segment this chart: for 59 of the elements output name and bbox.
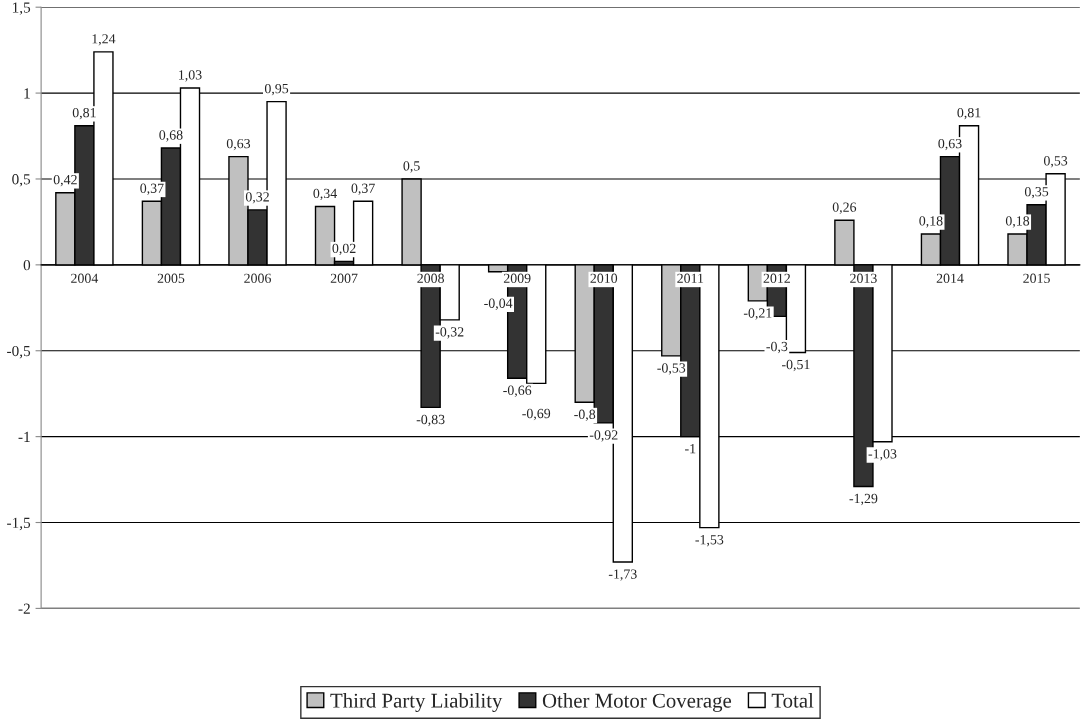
data-label: -0,8 [574, 409, 596, 421]
x-tick-label: 2009 [503, 273, 531, 283]
y-tick-label: 1 [24, 88, 30, 99]
x-tick-label: 2010 [590, 273, 618, 283]
y-tick-label: -1 [18, 431, 30, 442]
data-label: -0,69 [522, 408, 551, 421]
data-label: -0,92 [589, 430, 618, 442]
data-label: 0,35 [1024, 186, 1049, 199]
data-label: 0,63 [226, 138, 251, 151]
x-tick-label: 2008 [417, 273, 444, 283]
data-label: -1,03 [868, 449, 897, 461]
x-tick-label: 2012 [763, 273, 790, 283]
x-tick-label: 2006 [244, 273, 271, 283]
data-label: -0,53 [657, 363, 686, 375]
data-label: 0,32 [245, 192, 269, 204]
data-label: 0,34 [313, 188, 337, 201]
y-tick-label: -2 [18, 603, 30, 614]
data-label: -0,32 [435, 327, 464, 339]
data-label: -0,66 [503, 385, 532, 397]
y-tick-label: -1,5 [7, 517, 31, 531]
data-label: -0,21 [743, 308, 772, 320]
data-label: 0,53 [1043, 156, 1068, 168]
data-label: 0,37 [140, 183, 164, 195]
legend-label: Total [771, 693, 814, 708]
data-label: -1 [685, 444, 696, 454]
x-tick-label: 2007 [330, 273, 358, 283]
data-label: 0,95 [264, 83, 289, 96]
data-label: 0,18 [1005, 216, 1030, 228]
data-label: 0,18 [919, 216, 943, 228]
x-tick-label: 2015 [1023, 273, 1050, 283]
data-label: -0,04 [484, 298, 513, 310]
data-label: -0,3 [766, 341, 788, 354]
data-label: -1,29 [849, 493, 878, 506]
data-label: 0,68 [159, 130, 183, 142]
data-label: 1,24 [92, 34, 116, 46]
data-label: -1,53 [695, 535, 724, 547]
legend-label: Other Motor Coverage [542, 693, 732, 712]
data-label: 0,02 [332, 243, 356, 256]
x-tick-label: 2011 [677, 273, 704, 283]
data-label: 0,63 [938, 138, 962, 151]
data-label: 0,42 [53, 174, 77, 187]
y-tick-label: 0,5 [12, 174, 31, 187]
x-tick-label: 2005 [157, 273, 185, 283]
data-label: -1,73 [608, 569, 637, 581]
data-label: 1,03 [179, 70, 202, 82]
data-label: -0,51 [781, 359, 810, 372]
data-label: -0,83 [416, 414, 445, 427]
x-tick-label: 2004 [71, 273, 99, 283]
data-label: 0,37 [351, 183, 375, 195]
y-tick-label: 1,5 [12, 2, 31, 15]
data-label: 0,81 [72, 107, 96, 120]
data-label: 0,5 [403, 161, 420, 173]
data-label: 0,81 [957, 107, 981, 120]
data-label: 0,26 [832, 202, 857, 214]
y-tick-label: 0 [23, 260, 31, 271]
x-tick-label: 2013 [850, 273, 877, 283]
x-tick-label: 2014 [936, 273, 964, 283]
legend-label: Third Party Liability [330, 693, 503, 712]
y-tick-label: -0,5 [7, 345, 31, 359]
